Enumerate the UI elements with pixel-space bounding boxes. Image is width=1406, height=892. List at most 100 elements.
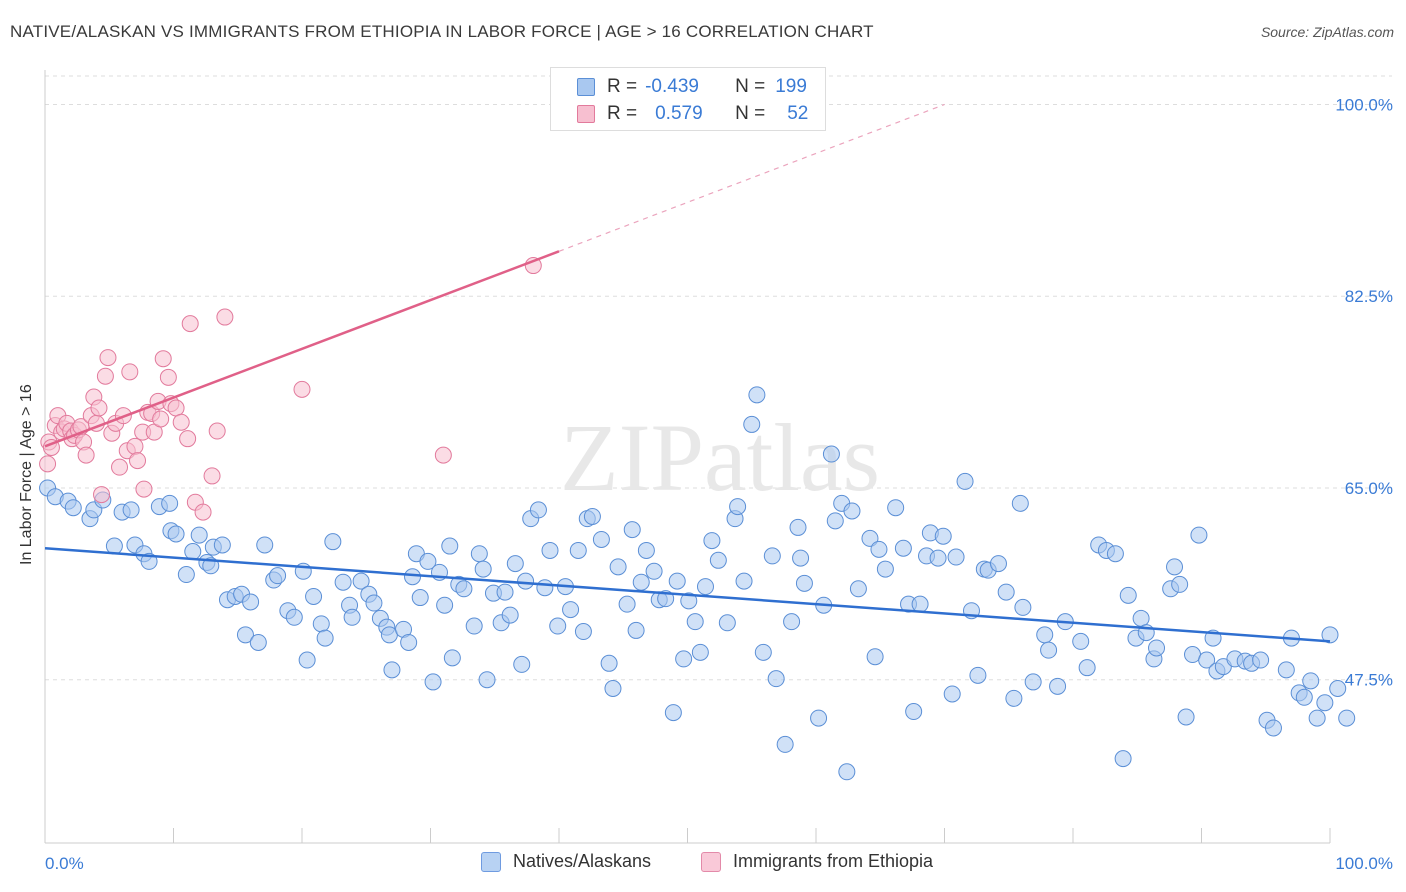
ethiopia-point — [96, 367, 114, 385]
legend-r-value: -0.439 — [645, 76, 699, 97]
natives-point — [1190, 526, 1208, 544]
legend-row-natives: R = -0.439 N = 199 — [577, 75, 807, 99]
ethiopia-point — [90, 399, 108, 417]
natives-point — [334, 573, 352, 591]
natives-point — [541, 541, 559, 559]
natives-point — [1014, 598, 1032, 616]
natives-point — [383, 661, 401, 679]
legend-label-natives: Natives/Alaskans — [513, 851, 652, 871]
natives-point — [789, 518, 807, 536]
natives-point — [822, 445, 840, 463]
natives-point — [1321, 626, 1339, 644]
natives-point — [997, 583, 1015, 601]
natives-point — [167, 525, 185, 543]
natives-point — [574, 623, 592, 641]
natives-point — [1132, 609, 1150, 627]
natives-point — [792, 549, 810, 567]
natives-point — [1329, 680, 1347, 698]
natives-point — [600, 654, 618, 672]
ethiopia-point — [135, 480, 153, 498]
natives-point — [1316, 694, 1334, 712]
natives-point — [783, 613, 801, 631]
natives-point — [249, 633, 267, 651]
natives-alaskans-points — [39, 386, 1356, 781]
natives-point — [184, 543, 202, 561]
legend-swatch-ethiopia — [577, 105, 595, 123]
natives-point — [496, 583, 514, 601]
legend-n-value: 52 — [787, 103, 809, 124]
natives-point — [843, 502, 861, 520]
natives-point — [256, 536, 274, 554]
natives-point — [140, 552, 158, 570]
natives-point — [911, 595, 929, 613]
natives-point — [1277, 661, 1295, 679]
natives-point — [583, 507, 601, 525]
natives-point — [474, 560, 492, 578]
natives-point — [618, 595, 636, 613]
natives-point — [956, 472, 974, 490]
natives-point — [411, 589, 429, 607]
source-label: Source: ZipAtlas.com — [1260, 24, 1394, 40]
natives-point — [569, 541, 587, 559]
natives-point — [305, 587, 323, 605]
natives-point — [1011, 494, 1029, 512]
ethiopia-point — [129, 452, 147, 470]
natives-point — [365, 594, 383, 612]
natives-point — [703, 532, 721, 550]
legend-swatch-ethiopia — [701, 851, 721, 872]
natives-point — [1295, 688, 1313, 706]
natives-point — [1184, 646, 1202, 664]
natives-point — [404, 568, 422, 586]
legend-swatch-natives — [577, 78, 595, 96]
natives-point — [441, 537, 459, 555]
natives-point — [763, 547, 781, 565]
ethiopia-point — [179, 430, 197, 448]
legend-item-ethiopia: Immigrants from Ethiopia — [701, 851, 933, 872]
ethiopia-point — [194, 503, 212, 521]
ethiopia-point — [159, 368, 177, 386]
natives-point — [632, 573, 650, 591]
natives-point — [419, 552, 437, 570]
natives-point — [1114, 750, 1132, 768]
natives-point — [380, 626, 398, 644]
natives-point — [161, 494, 179, 512]
natives-point — [645, 562, 663, 580]
natives-point — [1177, 708, 1195, 726]
ethiopia-trend-extension — [558, 103, 945, 252]
natives-point — [443, 649, 461, 667]
ethiopia-point — [216, 308, 234, 326]
natives-point — [668, 572, 686, 590]
natives-point — [969, 666, 987, 684]
natives-point — [754, 643, 772, 661]
natives-point — [718, 614, 736, 632]
natives-point — [236, 626, 254, 644]
natives-point — [1005, 689, 1023, 707]
ethiopia-point — [111, 458, 129, 476]
ethiopia-point — [208, 422, 226, 440]
ethiopia-point — [172, 413, 190, 431]
natives-point — [748, 386, 766, 404]
natives-point — [1338, 709, 1356, 727]
natives-point — [1198, 651, 1216, 669]
ethiopia-point — [203, 467, 221, 485]
natives-point — [623, 521, 641, 539]
y-tick-label: 65.0% — [1345, 479, 1393, 498]
correlation-legend: R = -0.439 N = 199 R = 0.579 N = 52 — [550, 67, 826, 131]
natives-point — [352, 572, 370, 590]
natives-point — [470, 545, 488, 563]
y-tick-labels: 47.5% 65.0% 82.5% 100.0% — [1335, 95, 1393, 689]
natives-point — [767, 670, 785, 688]
legend-r-label: R = — [607, 76, 638, 97]
natives-point — [285, 608, 303, 626]
natives-point — [1049, 677, 1067, 695]
natives-point — [1040, 641, 1058, 659]
ethiopia-point — [77, 446, 95, 464]
natives-point — [735, 572, 753, 590]
natives-point — [675, 650, 693, 668]
natives-point — [691, 643, 709, 661]
natives-point — [1166, 558, 1184, 576]
natives-point — [680, 592, 698, 610]
natives-point — [501, 606, 519, 624]
natives-point — [424, 673, 442, 691]
